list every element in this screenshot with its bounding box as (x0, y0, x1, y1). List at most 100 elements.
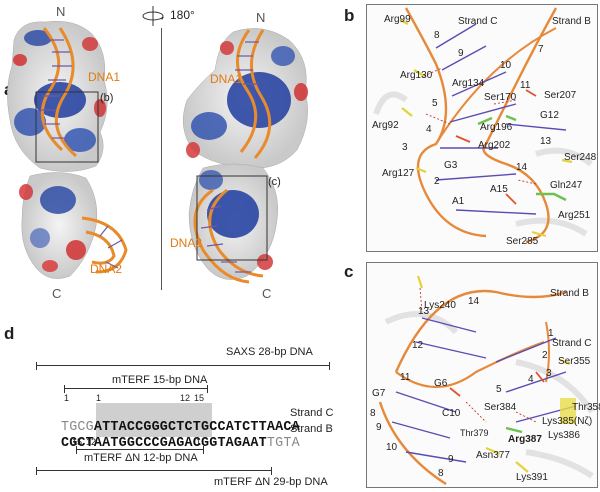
b-n4: 4 (426, 124, 432, 135)
c-lys240: Lys240 (424, 300, 456, 311)
strand-b-post-box: AAT (242, 436, 267, 451)
bottom-num-15: 15 (72, 437, 83, 447)
b-gln247: Gln247 (550, 180, 583, 191)
b-arg251: Arg251 (558, 210, 591, 221)
c-g6: G6 (434, 378, 448, 389)
strand-b-name: Strand B (290, 423, 333, 435)
panel-b-structure (366, 4, 598, 252)
b-arg92: Arg92 (372, 120, 399, 131)
strand-c-post-box: TTAACA (250, 420, 300, 435)
mterf15-label: mTERF 15-bp DNA (112, 374, 208, 386)
panel-d: d SAXS 28-bp DNA mTERF 15-bp DNA 1 1 12 … (0, 320, 340, 492)
b-strand-b: Strand B (552, 16, 591, 27)
dn29-label: mTERF ΔN 29-bp DNA (214, 476, 328, 488)
b-n7: 7 (538, 44, 544, 55)
right-dna2-label: DNA2 (170, 236, 203, 250)
panel-b-label: b (344, 6, 355, 25)
c-n1: 1 (548, 328, 554, 339)
c-n13: 13 (418, 306, 430, 317)
c-thr379: Thr379 (460, 428, 489, 438)
dn12-label: mTERF ΔN 12-bp DNA (84, 452, 198, 464)
sequence-highlight-box (96, 403, 212, 437)
c-ser355: Ser355 (558, 356, 591, 367)
top-num-15: 15 (194, 393, 205, 403)
b-ser170: Ser170 (484, 92, 517, 103)
left-dna2-label: DNA2 (90, 262, 123, 276)
c-n8: 8 (438, 468, 444, 479)
right-box-c-label: (c) (268, 176, 281, 188)
left-n-label: N (56, 4, 66, 19)
b-n2: 2 (434, 176, 440, 187)
panel-c: c Lys240 14 Strand B 13 (340, 258, 600, 492)
b-a1: A1 (452, 196, 465, 207)
left-surface-model (7, 21, 128, 279)
dn29-bracket (36, 467, 272, 475)
c-n8-top: 8 (370, 408, 376, 419)
bottom-num-1: 1 (196, 437, 202, 447)
c-n9: 9 (448, 454, 454, 465)
c-n5: 5 (496, 384, 502, 395)
b-arg130: Arg130 (400, 70, 433, 81)
right-surface-model (182, 28, 308, 284)
b-n5: 5 (432, 98, 438, 109)
c-lys391: Lys391 (516, 472, 548, 483)
dn12-bracket (76, 446, 204, 454)
saxs-bracket (36, 362, 330, 370)
panel-c-structure (366, 262, 598, 488)
b-g3: G3 (444, 160, 458, 171)
rotate-icon (142, 6, 164, 26)
c-ser384: Ser384 (484, 402, 517, 413)
bottom-num-12: 12 (86, 437, 97, 447)
c-n10: 10 (386, 442, 398, 453)
left-box-b-label: (b) (100, 92, 114, 104)
b-ser248: Ser248 (564, 152, 597, 163)
panel-a: a 180° (0, 0, 340, 310)
b-arg134: Arg134 (452, 78, 485, 89)
c-n3: 3 (546, 368, 552, 379)
strand-c-pre-box: ATTA (93, 420, 127, 435)
c-n2: 2 (542, 350, 548, 361)
b-n14: 14 (516, 162, 528, 173)
top-num-1a: 1 (64, 393, 70, 403)
b-arg99: Arg99 (384, 14, 411, 25)
c-n11: 11 (400, 372, 411, 383)
b-n3: 3 (402, 142, 408, 153)
panel-c-label: c (344, 262, 354, 281)
mterf15-bracket (64, 385, 208, 393)
c-strand-c: Strand C (552, 338, 592, 349)
c-c10: C10 (442, 408, 461, 419)
c-arg387: Arg387 (508, 434, 542, 445)
rotation-label: 180° (170, 8, 195, 22)
b-n8: 8 (434, 30, 440, 41)
divider-line (161, 28, 162, 290)
c-strand-b: Strand B (550, 288, 589, 299)
strand-c-name: Strand C (290, 407, 334, 419)
c-n14: 14 (468, 296, 480, 307)
b-a15: A15 (490, 184, 508, 195)
saxs-label: SAXS 28-bp DNA (226, 346, 313, 358)
b-n11: 11 (520, 80, 531, 91)
c-lys386: Lys386 (548, 430, 580, 441)
c-lys385: Lys385(Nζ) (542, 416, 593, 427)
panel-b: b Arg99 Strand (340, 0, 600, 258)
left-c-label: C (52, 286, 62, 301)
b-n9: 9 (458, 48, 464, 59)
c-n9-top: 9 (376, 422, 382, 433)
strand-b-boxed: GGCCCGAGACGGTAG (118, 436, 243, 451)
b-n10: 10 (500, 60, 512, 71)
panel-d-label: d (4, 324, 15, 343)
strand-c-boxed: CCGGGCTCTGCCATC (126, 420, 251, 435)
right-dna1-label: DNA1 (210, 72, 243, 86)
c-asn377: Asn377 (476, 450, 510, 461)
b-arg196: Arg196 (480, 122, 513, 133)
left-dna1-label: DNA1 (88, 70, 121, 84)
b-ser285: Ser285 (506, 236, 539, 247)
right-n-label: N (256, 10, 266, 25)
b-arg127: Arg127 (382, 168, 415, 179)
c-n12: 12 (412, 340, 424, 351)
strand-c-prefix: TGCG (60, 420, 94, 435)
strand-b-suffix: TGTA (266, 436, 300, 451)
b-ser207: Ser207 (544, 90, 577, 101)
top-num-1b: 1 (96, 393, 102, 403)
strand-c-sequence: TGCGATTACCGGGCTCTGCCATCTTAACA (28, 405, 300, 450)
